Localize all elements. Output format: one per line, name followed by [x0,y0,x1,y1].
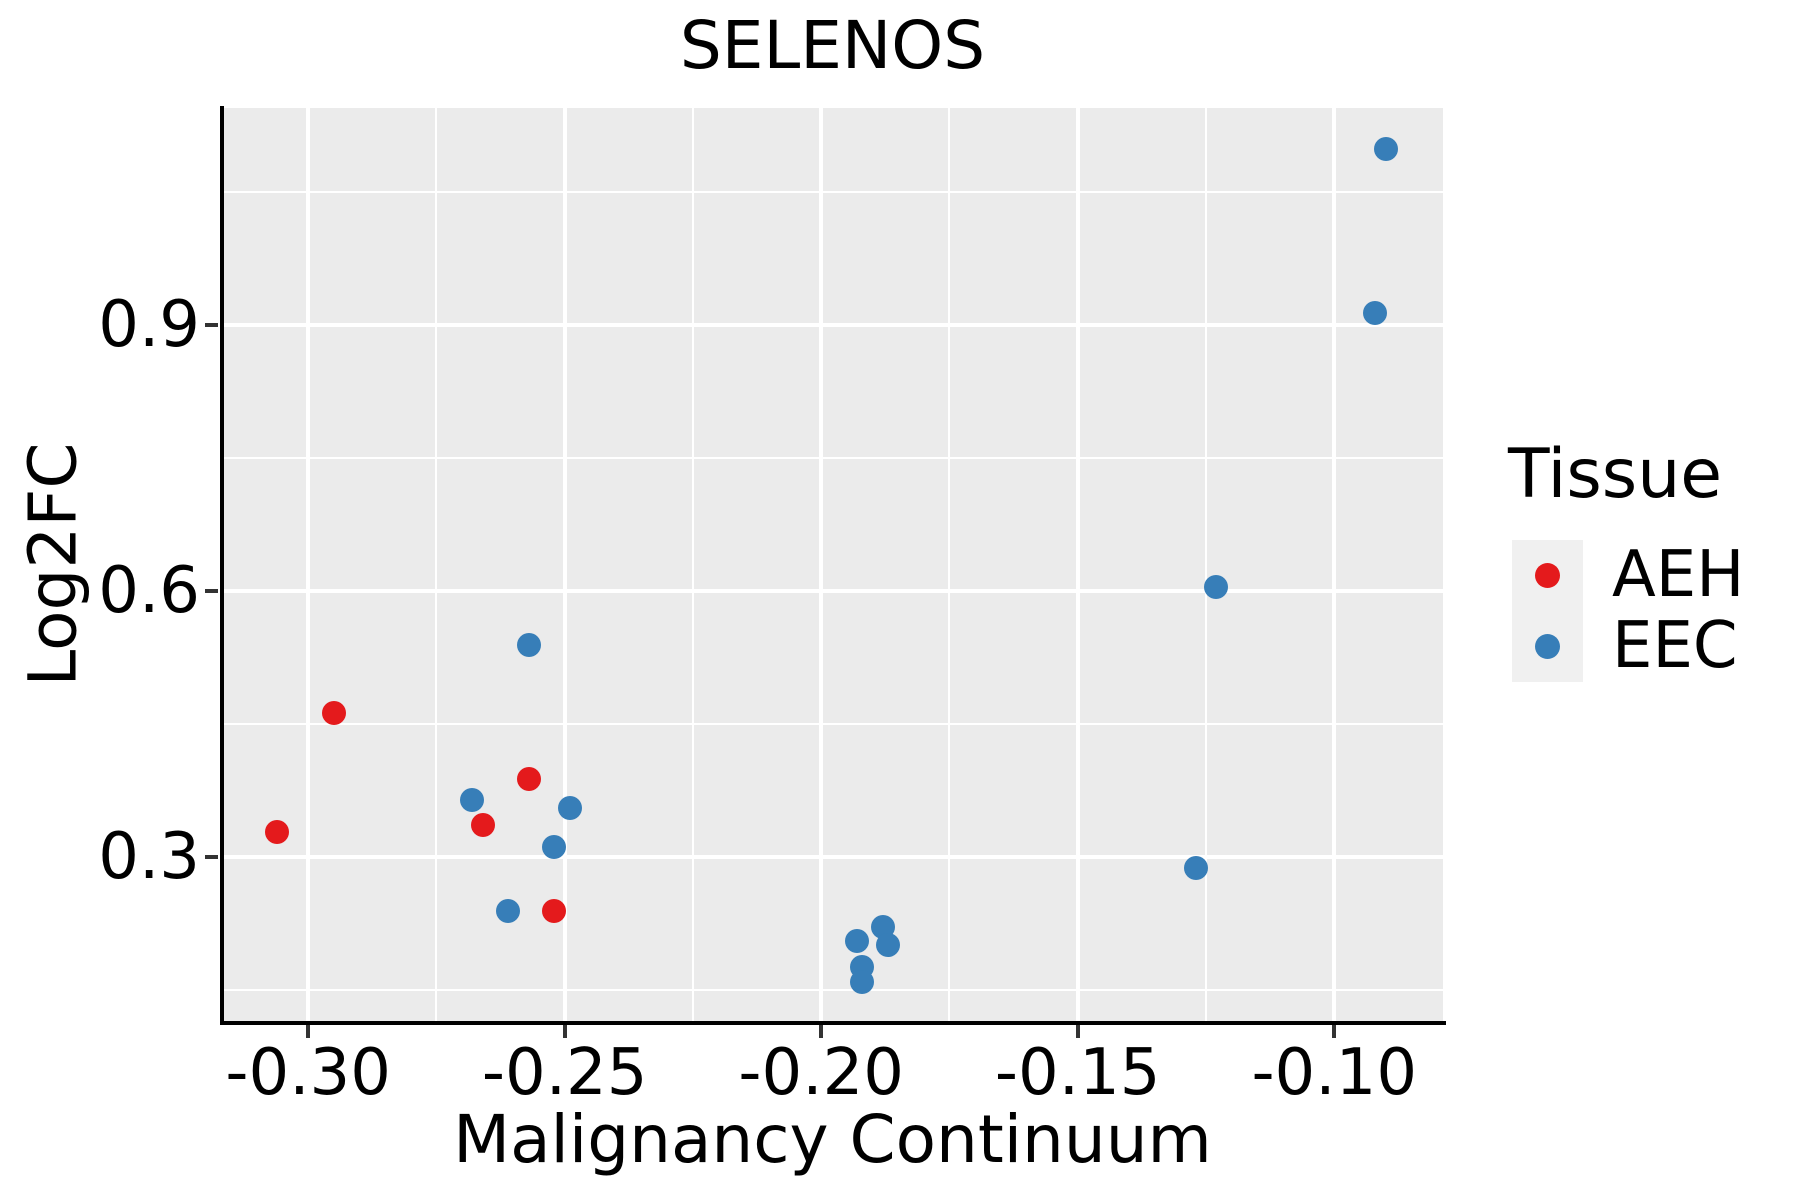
x-tick-mark [1075,1025,1080,1038]
gridline-major-vertical [1332,108,1337,1021]
gridline-major-vertical [306,108,311,1021]
data-point-aeh [470,813,495,838]
gridline-major-vertical [819,108,824,1021]
gridline-major-horizontal [222,589,1443,594]
gridline-minor-vertical [691,108,694,1021]
data-point-aeh [516,767,541,791]
legend-label-eec: EEC [1612,609,1738,683]
x-tick-mark [1332,1025,1337,1038]
gridline-major-vertical [562,108,567,1021]
gridline-minor-horizontal [222,191,1443,194]
y-tick-mark [205,323,218,328]
x-tick-mark [562,1025,567,1038]
data-point-eec [1373,136,1398,161]
y-axis-title: Log2FC [14,442,92,687]
data-point-aeh [321,701,346,726]
data-point-eec [875,932,900,957]
y-axis-title-column: Log2FC [15,108,92,1021]
data-point-eec [557,796,582,821]
gridline-major-vertical [1075,108,1080,1021]
y-tick-label: 0.6 [98,554,200,629]
y-tick-label: 0.9 [98,288,200,363]
data-point-eec [496,899,521,924]
legend-key-eec [1512,611,1583,682]
data-point-aeh [265,820,290,845]
aeh-point-icon [1535,563,1560,588]
x-tick-label: -0.15 [994,1036,1161,1110]
data-point-eec [845,929,870,954]
y-tick-mark [205,855,218,859]
gridline-minor-vertical [435,108,438,1021]
gridline-major-horizontal [222,323,1443,328]
legend-label-aeh: AEH [1612,538,1745,612]
x-tick-label: -0.30 [225,1036,391,1110]
gridline-major-horizontal [222,855,1443,859]
gridline-minor-horizontal [222,723,1443,726]
gridline-minor-vertical [1204,108,1207,1021]
data-point-eec [1183,855,1208,880]
data-point-eec [542,835,567,860]
data-point-eec [460,788,485,813]
gridline-minor-vertical [948,108,951,1021]
x-axis-title: Malignancy Continuum [453,1101,1212,1178]
gridline-minor-horizontal [222,988,1443,991]
chart-title: SELENOS [679,7,986,84]
legend-key-aeh [1512,540,1583,611]
legend-title: Tissue [1508,435,1723,514]
y-tick-mark [205,589,218,594]
x-axis-line [220,1021,1446,1025]
x-tick-mark [819,1025,824,1038]
data-point-eec [516,633,541,658]
data-point-eec [850,969,875,994]
x-tick-label: -0.10 [1251,1036,1418,1110]
y-axis-line [220,106,224,1025]
x-tick-label: -0.25 [481,1036,648,1110]
x-tick-label: -0.20 [738,1036,904,1110]
eec-point-icon [1535,634,1560,659]
y-tick-label: 0.3 [98,820,200,894]
x-tick-mark [306,1025,311,1038]
gridline-minor-horizontal [222,457,1443,460]
data-point-eec [1204,574,1229,599]
data-point-eec [1363,300,1388,325]
data-point-aeh [542,899,567,924]
plot-panel [222,108,1443,1021]
